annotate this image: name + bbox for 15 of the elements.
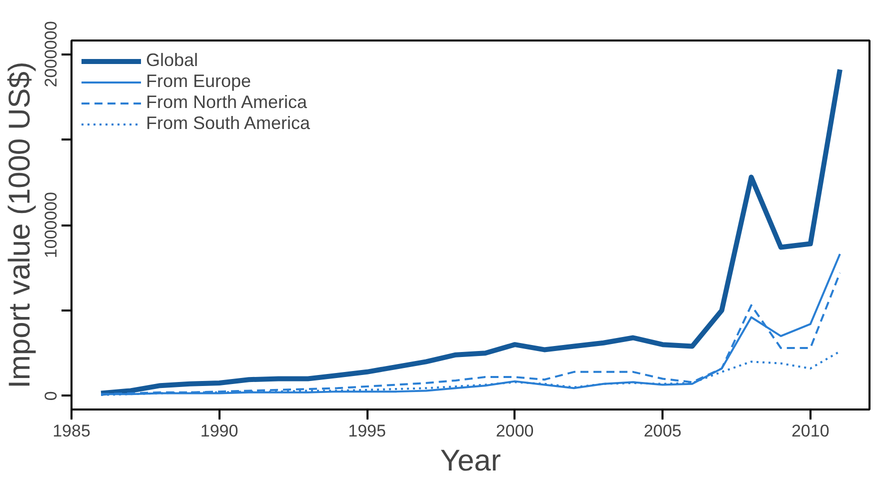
x-tick-label: 1985 — [52, 422, 90, 440]
legend-label: From South America — [146, 113, 310, 134]
x-axis-title: Year — [440, 444, 501, 478]
x-tick-label: 2005 — [644, 422, 682, 440]
y-tick-label: 2000000 — [42, 21, 60, 88]
legend-label: From Europe — [146, 71, 252, 92]
legend-label: Global — [146, 50, 198, 71]
y-axis-title: Import value (1000 US$) — [4, 62, 36, 388]
y-tick-label: 1000000 — [42, 192, 60, 258]
y-tick-label: 0 — [42, 391, 60, 401]
x-tick-label: 2000 — [496, 422, 534, 440]
x-tick-label: 2010 — [791, 422, 830, 440]
x-tick-label: 1995 — [348, 422, 386, 440]
legend-label: From North America — [146, 92, 308, 113]
x-tick-label: 1990 — [200, 422, 238, 440]
